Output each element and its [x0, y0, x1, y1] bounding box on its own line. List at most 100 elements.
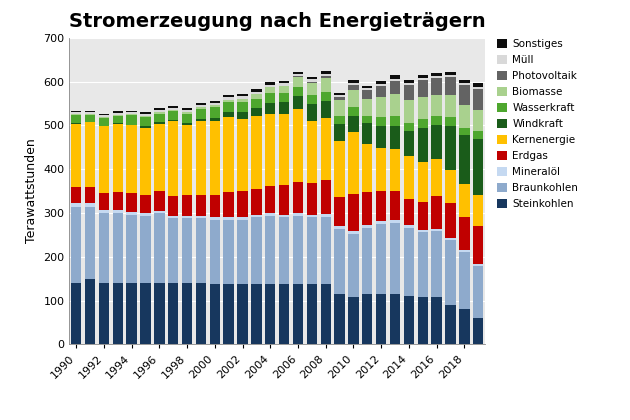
Bar — [432, 116, 442, 125]
Bar — [265, 85, 275, 87]
Bar — [196, 216, 206, 218]
Bar — [362, 99, 372, 116]
Bar — [362, 294, 372, 344]
Bar — [293, 87, 303, 96]
Bar — [71, 187, 81, 203]
Bar — [251, 116, 261, 189]
Bar — [140, 283, 151, 344]
Bar — [321, 180, 331, 214]
Bar — [348, 231, 358, 234]
Bar — [251, 218, 261, 284]
Bar — [154, 213, 164, 283]
Bar — [279, 185, 289, 215]
Bar — [404, 83, 414, 85]
Bar — [279, 217, 289, 284]
Bar — [99, 113, 109, 115]
Bar — [376, 221, 386, 223]
Bar — [321, 101, 331, 118]
Bar — [279, 86, 289, 93]
Bar — [404, 100, 414, 123]
Bar — [238, 191, 248, 218]
Bar — [418, 75, 428, 78]
Bar — [362, 86, 372, 88]
Bar — [168, 120, 178, 121]
Bar — [182, 125, 192, 195]
Bar — [85, 115, 95, 116]
Bar — [168, 108, 178, 110]
Bar — [224, 192, 234, 218]
Bar — [432, 78, 442, 95]
Bar — [307, 284, 317, 344]
Bar — [127, 215, 137, 283]
Bar — [404, 228, 414, 296]
Bar — [376, 81, 386, 84]
Bar — [390, 191, 400, 220]
Bar — [473, 110, 483, 131]
Bar — [445, 240, 455, 305]
Bar — [210, 101, 220, 103]
Bar — [459, 85, 469, 105]
Bar — [265, 284, 275, 344]
Bar — [85, 116, 95, 122]
Bar — [335, 197, 345, 226]
Bar — [85, 111, 95, 112]
Bar — [113, 116, 123, 123]
Bar — [168, 121, 178, 196]
Bar — [321, 216, 331, 284]
Bar — [390, 223, 400, 294]
Bar — [279, 81, 289, 83]
Bar — [307, 215, 317, 217]
Bar — [196, 119, 206, 121]
Bar — [140, 113, 151, 116]
Bar — [362, 116, 372, 123]
Bar — [196, 195, 206, 216]
Bar — [85, 279, 95, 344]
Bar — [279, 102, 289, 114]
Bar — [127, 212, 137, 215]
Bar — [335, 226, 345, 229]
Bar — [376, 294, 386, 344]
Bar — [390, 220, 400, 223]
Bar — [182, 218, 192, 283]
Bar — [279, 93, 289, 102]
Bar — [362, 144, 372, 192]
Bar — [473, 87, 483, 89]
Bar — [432, 229, 442, 231]
Bar — [140, 112, 151, 113]
Bar — [140, 213, 151, 216]
Bar — [210, 121, 220, 195]
Bar — [445, 126, 455, 170]
Bar — [71, 283, 81, 344]
Bar — [432, 159, 442, 196]
Bar — [224, 97, 234, 100]
Bar — [348, 116, 358, 132]
Bar — [210, 220, 220, 284]
Bar — [404, 131, 414, 156]
Bar — [113, 210, 123, 213]
Bar — [168, 110, 178, 111]
Bar — [390, 76, 400, 79]
Bar — [376, 117, 386, 126]
Bar — [321, 71, 331, 74]
Bar — [113, 192, 123, 210]
Bar — [140, 126, 151, 128]
Bar — [196, 218, 206, 283]
Bar — [335, 92, 345, 95]
Bar — [85, 203, 95, 207]
Bar — [473, 318, 483, 344]
Bar — [154, 123, 164, 191]
Bar — [210, 218, 220, 220]
Bar — [307, 104, 317, 121]
Bar — [154, 112, 164, 113]
Bar — [445, 170, 455, 203]
Bar — [154, 283, 164, 344]
Bar — [251, 108, 261, 116]
Bar — [459, 184, 469, 217]
Bar — [307, 81, 317, 83]
Bar — [459, 80, 469, 83]
Bar — [432, 297, 442, 344]
Bar — [307, 95, 317, 104]
Bar — [238, 102, 248, 112]
Bar — [418, 297, 428, 344]
Bar — [168, 111, 178, 120]
